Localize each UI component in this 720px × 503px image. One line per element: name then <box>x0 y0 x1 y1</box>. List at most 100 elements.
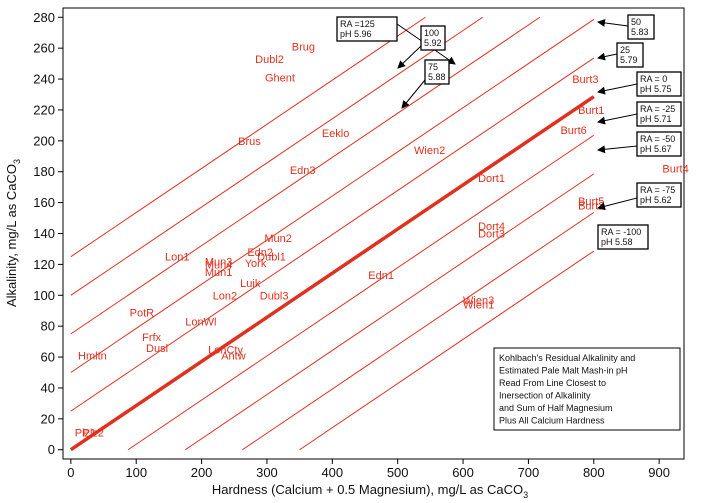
y-tick-label: 100 <box>33 288 55 303</box>
y-tick-label: 80 <box>41 319 55 334</box>
annotation-box <box>636 182 682 208</box>
annotation-text: 5.83 <box>631 27 649 37</box>
water-label: Burt1 <box>578 105 604 117</box>
water-label: Dusl <box>146 343 168 355</box>
water-label: Edn1 <box>368 270 394 282</box>
note-text: Inersection of Alkalinity <box>499 391 591 401</box>
annotation-arrow <box>597 197 638 211</box>
annotation-arrow <box>597 113 638 125</box>
x-tick-label: 0 <box>67 465 74 480</box>
note-text: and Sum of Half Magnesium <box>499 403 613 413</box>
x-tick-label: 100 <box>125 465 147 480</box>
water-label: Frfx <box>142 332 161 344</box>
water-label: LonCty <box>208 344 243 356</box>
water-label: Mun1 <box>205 267 233 279</box>
ra-line <box>69 95 595 452</box>
x-axis-title-sub: 3 <box>523 490 528 500</box>
annotation-box <box>636 131 682 157</box>
x-tick-label: 300 <box>256 465 278 480</box>
water-label: Edn2 <box>247 247 273 259</box>
note-text: Plus All Calcium Hardness <box>499 416 605 426</box>
water-label: Plz2 <box>83 428 104 440</box>
water-label: Dubl2 <box>255 54 284 66</box>
water-label: Lon1 <box>165 252 189 264</box>
y-tick-label: 40 <box>41 380 55 395</box>
water-label: Dort3 <box>478 229 505 241</box>
water-label: Burt2 <box>578 201 604 213</box>
ra-line <box>70 16 483 296</box>
annotation-text: pH 5.96 <box>340 29 372 39</box>
water-label: Hmltn <box>78 351 107 363</box>
y-axis-title-text: Alkalinity, mg/L as CaCO <box>4 164 19 307</box>
annotation-text: 25 <box>620 45 630 55</box>
water-label: Burt6 <box>560 125 586 137</box>
annotation-box <box>420 25 446 51</box>
water-label: Dort4 <box>478 221 505 233</box>
y-tick-label: 200 <box>33 133 55 148</box>
annotation-text: 75 <box>428 62 438 72</box>
water-label: Brug <box>292 42 315 54</box>
water-label: Mun2 <box>264 233 292 245</box>
water-label: Wien2 <box>414 145 445 157</box>
water-label: PotR <box>130 307 155 319</box>
annotation-box <box>424 59 450 85</box>
annotation-text: pH 5.62 <box>640 195 672 205</box>
water-label: Antw <box>221 351 246 363</box>
annotation-box <box>336 16 398 42</box>
ra-line <box>70 19 595 373</box>
y-tick-label: 180 <box>33 164 55 179</box>
water-label: LonWl <box>185 317 216 329</box>
water-label: York <box>245 258 267 270</box>
note-text: Estimated Pale Malt Mash-in pH <box>499 366 628 376</box>
annotation-text: RA =125 <box>340 19 375 29</box>
note-text: Read From Line Closest to <box>499 378 606 388</box>
y-tick-label: 60 <box>41 350 55 365</box>
annotation-text: RA = 0 <box>640 74 667 84</box>
y-tick-label: 140 <box>33 226 55 241</box>
ra-line <box>70 57 595 412</box>
annotation-arrow <box>597 18 629 27</box>
x-tick-label: 800 <box>583 465 605 480</box>
water-label: Dubl1 <box>257 252 286 264</box>
annotation-arrow <box>401 79 426 109</box>
note-box <box>493 347 681 431</box>
y-axis-title-sub: 3 <box>12 159 22 164</box>
lines <box>69 16 595 452</box>
x-tick-label: 400 <box>321 465 343 480</box>
ra-line <box>184 173 595 451</box>
y-tick-label: 160 <box>33 195 55 210</box>
annotation-text: 50 <box>631 17 641 27</box>
annotation-text: 5.88 <box>428 72 446 82</box>
annotation-text: RA = -50 <box>640 134 675 144</box>
y-tick-label: 0 <box>48 442 55 457</box>
y-tick-label: 260 <box>33 41 55 56</box>
annotation-text: pH 5.58 <box>601 237 633 247</box>
ra-line <box>70 16 541 335</box>
annotation-text: pH 5.67 <box>640 144 672 154</box>
water-label: Wien3 <box>463 295 494 307</box>
water-label: Wien1 <box>463 300 494 312</box>
y-tick-label: 120 <box>33 257 55 272</box>
ra-line <box>70 16 426 258</box>
annotation-text: 5.92 <box>424 38 442 48</box>
annotation-text: 100 <box>424 28 439 38</box>
x-axis-title-text: Hardness (Calcium + 0.5 Magnesium), mg/L… <box>212 482 523 497</box>
water-label: Burt4 <box>662 164 688 176</box>
note-text: Kohlbach's Residual Alkalinity and <box>499 353 635 363</box>
annotation-arrow <box>597 83 638 95</box>
water-label: Dort1 <box>478 173 505 185</box>
water-label: Dubl3 <box>260 290 289 302</box>
annotation-box <box>627 14 655 40</box>
water-label: Edn3 <box>290 165 316 177</box>
water-label: Luik <box>240 278 261 290</box>
ra-line <box>242 212 595 451</box>
water-label: Mun4 <box>205 259 233 271</box>
points: Brug Dubl2 Ghent Brus Eeklo Edn3 Wien2 Burt3 Bur… <box>75 42 689 440</box>
y-axis-title: Alkalinity, mg/L as CaCO3 <box>4 159 22 307</box>
ra-line <box>299 250 595 451</box>
ra-line <box>127 134 595 451</box>
water-label: Eeklo <box>322 128 350 140</box>
annotation-text: pH 5.75 <box>640 84 672 94</box>
